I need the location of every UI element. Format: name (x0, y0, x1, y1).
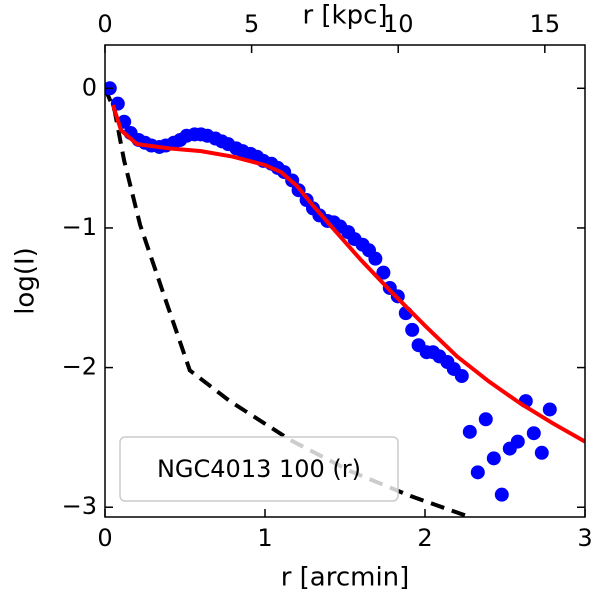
data-point (405, 322, 420, 337)
legend-box (119, 436, 399, 502)
x2-tick-label: 0 (97, 10, 112, 38)
data-point (478, 412, 493, 427)
data-point (534, 445, 549, 460)
data-point (376, 265, 391, 280)
x-axis-label: r [arcmin] (281, 563, 410, 593)
model-line (111, 104, 585, 444)
y-tick-label: −2 (62, 353, 97, 381)
y-tick-label: 0 (82, 73, 97, 101)
x-tick-label: 0 (97, 524, 112, 552)
data-point (510, 434, 525, 449)
data-point (542, 402, 557, 417)
plot-area (105, 81, 585, 517)
x-tick-label: 2 (417, 524, 432, 552)
data-point (494, 487, 509, 502)
plot-frame (104, 44, 586, 518)
y-tick-label: −3 (62, 492, 97, 520)
y-tick-label: −1 (62, 213, 97, 241)
data-point (462, 424, 477, 439)
x2-tick-label: 15 (530, 10, 561, 38)
legend-text: NGC4013 100 (r) (157, 455, 361, 483)
data-point (454, 368, 469, 383)
x-tick-label: 3 (577, 524, 592, 552)
data-point (486, 451, 501, 466)
data-point (526, 426, 541, 441)
x2-tick-label: 5 (244, 10, 259, 38)
data-point (470, 465, 485, 480)
x2-tick-label: 10 (383, 10, 414, 38)
x2-axis-label: r [kpc] (302, 1, 387, 31)
x-tick-label: 1 (257, 524, 272, 552)
y-axis-label: log(I) (11, 247, 41, 315)
data-point (368, 251, 383, 266)
